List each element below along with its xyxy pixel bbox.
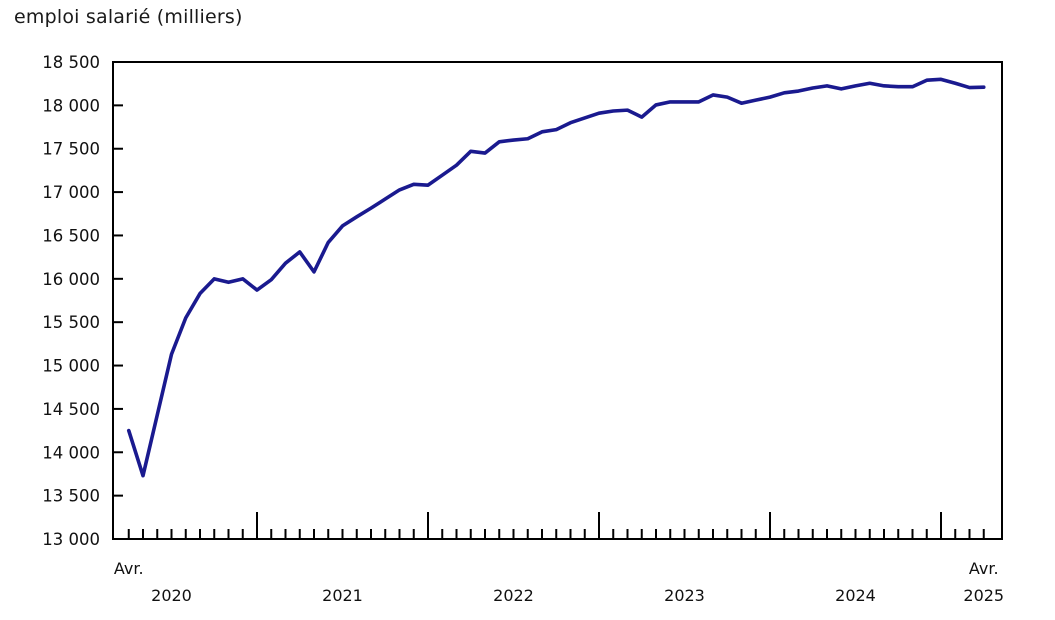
x-label-year: 2025 <box>963 586 1004 605</box>
x-label-start-month: Avr. <box>114 559 144 578</box>
x-axis <box>127 512 985 539</box>
y-axis-label: 17 000 <box>42 183 100 202</box>
y-axis-label: 13 500 <box>42 487 100 506</box>
y-axis-label: 13 000 <box>42 530 100 549</box>
x-label-end-month: Avr. <box>969 559 999 578</box>
y-axis-label: 18 000 <box>42 96 100 115</box>
x-label-year: 2022 <box>493 586 534 605</box>
x-label-year: 2023 <box>664 586 705 605</box>
x-label-year: 2020 <box>151 586 192 605</box>
plot-border <box>112 61 1003 540</box>
y-axis-label: 14 500 <box>42 400 100 419</box>
y-axis-label: 15 500 <box>42 313 100 332</box>
y-axis-label: 15 000 <box>42 357 100 376</box>
y-axis-label: 18 500 <box>42 53 100 72</box>
x-axis-labels: Avr. Avr. 2020 2021 2022 2023 2024 2025 <box>114 559 1004 605</box>
chart-title: emploi salarié (milliers) <box>14 6 243 28</box>
y-axis-label: 14 000 <box>42 443 100 462</box>
employment-data-line <box>126 77 986 478</box>
y-axis: 13 000 13 500 14 000 14 500 15 000 15 500 16 0… <box>42 53 123 549</box>
x-label-year: 2024 <box>835 586 876 605</box>
x-label-year: 2021 <box>322 586 363 605</box>
y-axis-label: 17 500 <box>42 140 100 159</box>
y-axis-label: 16 000 <box>42 270 100 289</box>
y-axis-label: 16 500 <box>42 226 100 245</box>
